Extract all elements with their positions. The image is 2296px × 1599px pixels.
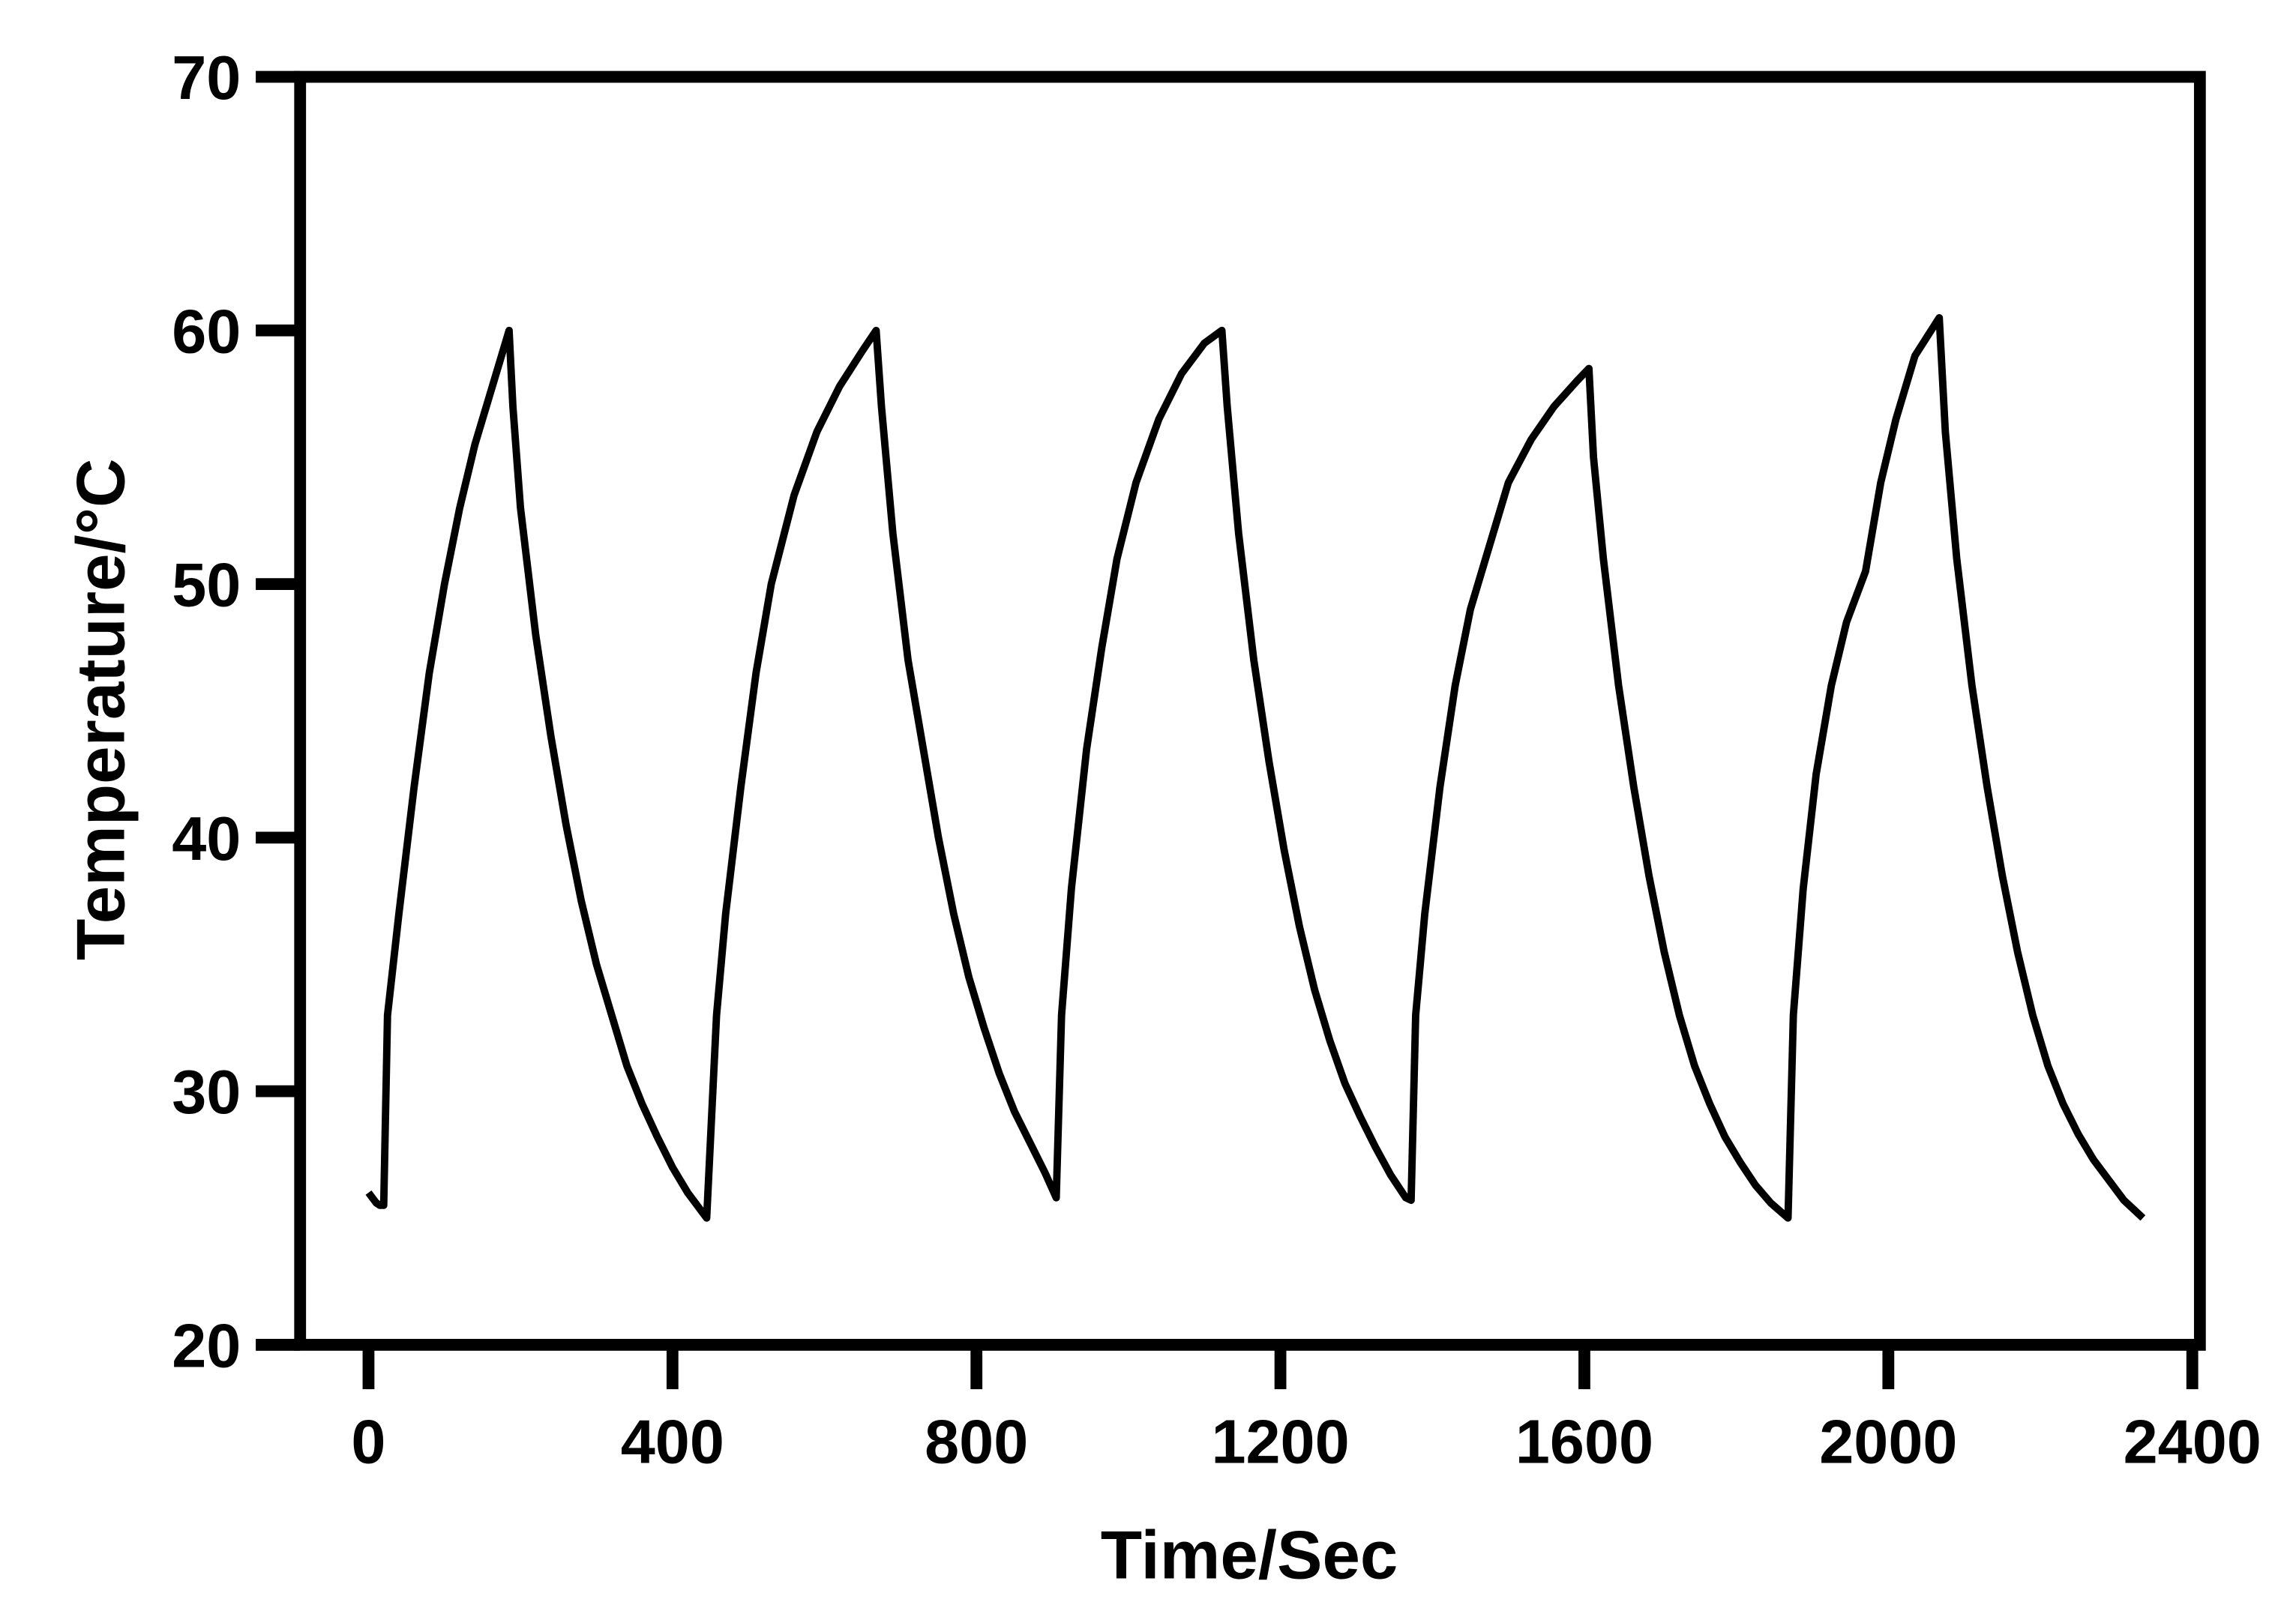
x-tick-label: 2000 <box>1819 1407 1957 1477</box>
x-tick-label: 400 <box>621 1407 724 1477</box>
x-tick-label: 1600 <box>1515 1407 1653 1477</box>
x-tick-label: 0 <box>351 1407 385 1477</box>
x-tick-label: 2400 <box>2124 1407 2262 1477</box>
x-tick-label: 800 <box>925 1407 1028 1477</box>
y-tick-label: 60 <box>172 296 241 366</box>
y-tick-label: 20 <box>172 1311 241 1381</box>
y-tick-label: 50 <box>172 550 241 620</box>
y-tick-label: 30 <box>172 1057 241 1127</box>
y-tick-label: 40 <box>172 804 241 873</box>
x-tick-label: 1200 <box>1211 1407 1349 1477</box>
x-axis-title: Time/Sec <box>1101 1517 1398 1593</box>
data-line <box>365 313 2146 1222</box>
plot-frame <box>294 70 2206 1351</box>
y-tick-label: 70 <box>172 43 241 112</box>
y-axis-title: Temperature/°C <box>64 459 139 960</box>
